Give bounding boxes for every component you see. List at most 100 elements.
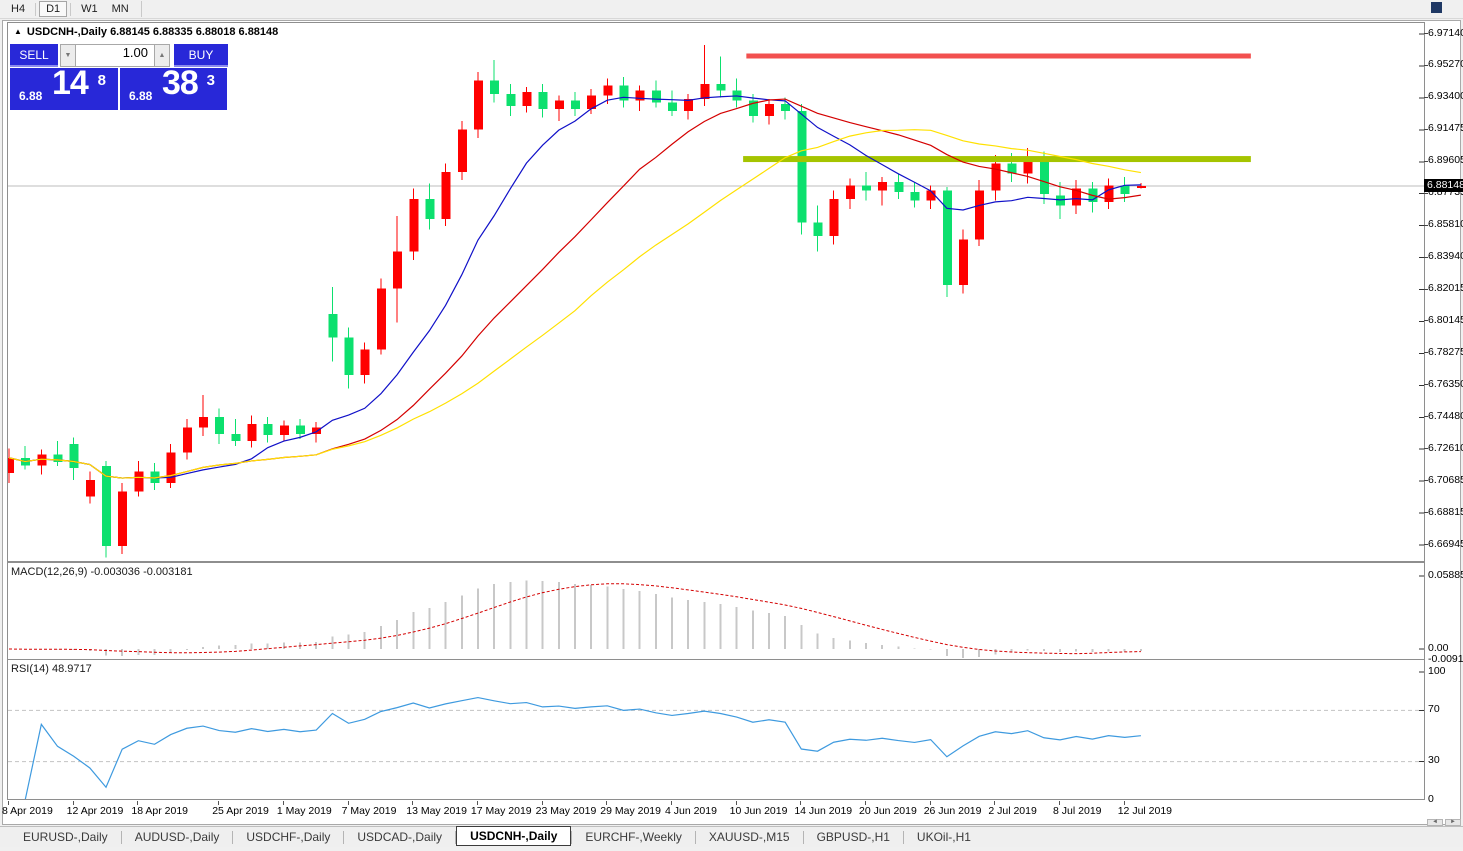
timeframe-mn-button[interactable]: MN	[105, 1, 136, 17]
date-axis-label: 8 Jul 2019	[1053, 805, 1102, 817]
volume-stepper: ▼ 1.00 ▲	[60, 44, 170, 67]
price-axis-tick	[1424, 416, 1428, 418]
price-axis-tick	[1424, 224, 1428, 226]
scroll-right-button[interactable]: ►	[1445, 819, 1461, 826]
macd-axis-label: 0.058851	[1428, 568, 1463, 581]
date-axis-label: 29 May 2019	[600, 805, 661, 817]
macd-values: -0.003036 -0.003181	[90, 566, 193, 578]
sell-quote-box[interactable]: 6.88 14 8	[10, 64, 118, 110]
date-axis-label: 12 Apr 2019	[66, 805, 124, 817]
rsi-axis-label: 100	[1428, 664, 1446, 677]
date-axis-tick	[606, 801, 608, 805]
toolbar-separator	[35, 2, 37, 16]
symbol-tab-xauusd[interactable]: XAUUSD-,M15	[708, 829, 790, 844]
tab-separator	[571, 830, 573, 844]
buy-price-prefix: 6.88	[129, 89, 153, 103]
toolbar-separator	[70, 2, 72, 16]
macd-indicator-canvas[interactable]	[7, 562, 1425, 660]
volume-decrease-button[interactable]: ▼	[60, 44, 76, 67]
timeframe-d1-button[interactable]: D1	[39, 1, 68, 17]
price-axis-tick	[1424, 192, 1428, 194]
date-axis-label: 26 Jun 2019	[923, 805, 982, 817]
timeframe-w1-button[interactable]: W1	[74, 1, 105, 17]
price-axis-tick	[1424, 352, 1428, 354]
tab-separator	[902, 830, 904, 844]
date-axis-tick	[541, 801, 543, 805]
symbol-tab-usdcnh[interactable]: USDCNH-,Daily	[456, 826, 572, 846]
price-axis-label: 6.82015	[1428, 282, 1463, 295]
date-axis-tick	[670, 801, 672, 805]
main-price-chart-canvas[interactable]	[7, 22, 1425, 562]
window-icon[interactable]	[1431, 2, 1442, 13]
sell-price-prefix: 6.88	[19, 89, 43, 103]
rsi-axis-label: 30	[1428, 754, 1440, 767]
chart-symbol-period: USDCNH-,Daily	[26, 26, 107, 38]
buy-price-pip-digit: 3	[206, 72, 215, 89]
collapse-triangle-icon[interactable]: ▲	[14, 27, 22, 36]
date-axis-tick	[412, 801, 414, 805]
symbol-tab-usdcad[interactable]: USDCAD-,Daily	[357, 829, 443, 844]
date-axis-tick	[1123, 801, 1125, 805]
price-axis-tick	[1424, 96, 1428, 98]
date-axis-label: 20 Jun 2019	[859, 805, 917, 817]
date-axis-tick	[929, 801, 931, 805]
price-axis-label: 6.80145	[1428, 313, 1463, 326]
date-axis-tick	[994, 801, 996, 805]
buy-quote-box[interactable]: 6.88 38 3	[120, 64, 227, 110]
symbol-tab-gbpusd[interactable]: GBPUSD-,H1	[816, 829, 890, 844]
symbol-tab-eurchf[interactable]: EURCHF-,Weekly	[585, 829, 682, 844]
price-axis-tick	[1424, 512, 1428, 514]
rsi-value: 48.9717	[51, 663, 92, 675]
date-axis-label: 10 Jun 2019	[729, 805, 788, 817]
symbol-tab-usdchf[interactable]: USDCHF-,Daily	[246, 829, 331, 844]
current-price-tag: 6.88148	[1424, 179, 1463, 192]
tab-separator	[802, 830, 804, 844]
price-axis-tick	[1424, 256, 1428, 258]
rsi-axis-label: 70	[1428, 702, 1440, 715]
symbol-tab-eurusd[interactable]: EURUSD-,Daily	[23, 829, 108, 844]
date-axis-tick	[8, 801, 9, 805]
price-axis-label: 6.97140	[1428, 26, 1463, 39]
date-axis-tick	[282, 801, 284, 805]
timeframe-toolbar: H4 D1 W1 MN	[0, 0, 1463, 19]
date-axis-label: 7 May 2019	[341, 805, 397, 817]
horizontal-scrollbar: ◄ ►	[0, 819, 1463, 826]
tab-separator	[694, 830, 696, 844]
timeframe-h4-button[interactable]: H4	[4, 1, 32, 17]
price-axis-label: 6.70685	[1428, 473, 1463, 486]
volume-increase-button[interactable]: ▲	[154, 44, 170, 67]
price-axis-label: 6.91475	[1428, 122, 1463, 135]
date-axis-tick	[137, 801, 139, 805]
scroll-left-button[interactable]: ◄	[1427, 819, 1443, 826]
date-axis-label: 2 Jul 2019	[988, 805, 1037, 817]
rsi-indicator-canvas[interactable]	[7, 659, 1425, 800]
sell-button[interactable]: SELL	[10, 44, 58, 67]
tab-separator	[343, 830, 345, 844]
date-axis: 8 Apr 2019 12 Apr 2019 18 Apr 2019 25 Apr 2…	[0, 800, 1463, 818]
price-axis-label: 6.93400	[1428, 90, 1463, 103]
price-axis-tick	[1424, 160, 1428, 162]
buy-button[interactable]: BUY	[174, 44, 228, 67]
date-axis-label: 14 Jun 2019	[794, 805, 853, 817]
price-axis-tick	[1424, 480, 1428, 482]
rsi-axis-label: 0	[1428, 792, 1434, 805]
price-axis-tick	[1424, 33, 1428, 34]
date-axis-tick	[735, 801, 737, 805]
rsi-label: RSI(14) 48.9717	[11, 663, 92, 675]
volume-input[interactable]: 1.00	[76, 44, 154, 67]
macd-label: MACD(12,26,9) -0.003036 -0.003181	[11, 566, 193, 578]
sell-price-big-digits: 14	[52, 64, 89, 102]
toolbar-separator	[140, 1, 142, 17]
date-axis-label: 4 Jun 2019	[664, 805, 717, 817]
date-axis-tick	[800, 801, 802, 805]
symbol-tab-ukoil[interactable]: UKOil-,H1	[916, 829, 971, 844]
price-axis-label: 6.68815	[1428, 505, 1463, 518]
price-axis-tick	[1424, 128, 1428, 130]
chart-title: ▲ USDCNH-,Daily 6.88145 6.88335 6.88018 6…	[14, 26, 278, 38]
rsi-name: RSI(14)	[11, 663, 49, 675]
symbol-tab-audusd[interactable]: AUDUSD-,Daily	[134, 829, 220, 844]
price-axis-label: 6.87735	[1428, 186, 1463, 199]
date-axis-label: 1 May 2019	[276, 805, 332, 817]
date-axis-label: 12 Jul 2019	[1117, 805, 1173, 817]
date-axis-label: 17 May 2019	[470, 805, 532, 817]
